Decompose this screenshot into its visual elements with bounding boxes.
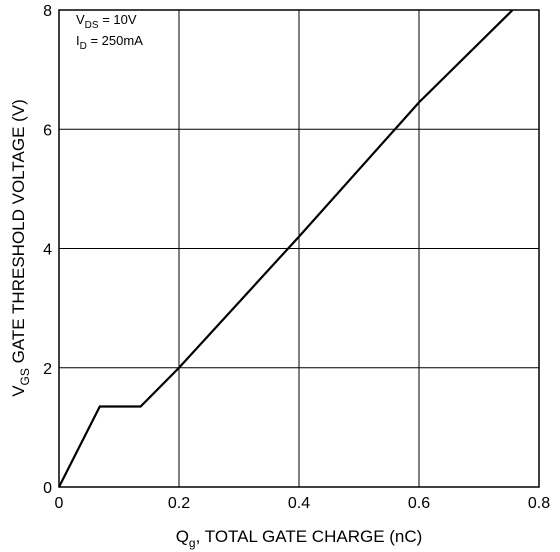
x-tick-label: 0.4 (288, 495, 310, 512)
x-axis-label: Qg, TOTAL GATE CHARGE (nC) (176, 527, 423, 550)
y-tick-label: 4 (43, 242, 52, 259)
x-tick-label: 0.2 (168, 495, 190, 512)
series-group (58, 9, 514, 488)
y-tick-label: 8 (43, 3, 52, 20)
annotation-vds: VDS = 10V (76, 12, 137, 31)
y-tick-label: 6 (43, 122, 52, 139)
series-line (58, 9, 514, 488)
x-tick-label: 0.8 (528, 495, 550, 512)
y-tick-label: 2 (43, 361, 52, 378)
x-tick-label: 0.6 (408, 495, 430, 512)
plot-frame (58, 9, 540, 488)
y-tick-label: 0 (43, 480, 52, 497)
grid (59, 10, 539, 487)
x-tick-labels: 0 0.2 0.4 0.6 0.8 (55, 495, 551, 512)
annotation-id: ID = 250mA (76, 33, 143, 52)
y-axis-label: VGS GATE THRESHOLD VOLTAGE (V) (9, 99, 32, 397)
y-tick-labels: 0 2 4 6 8 (43, 3, 52, 497)
x-tick-label: 0 (55, 495, 64, 512)
